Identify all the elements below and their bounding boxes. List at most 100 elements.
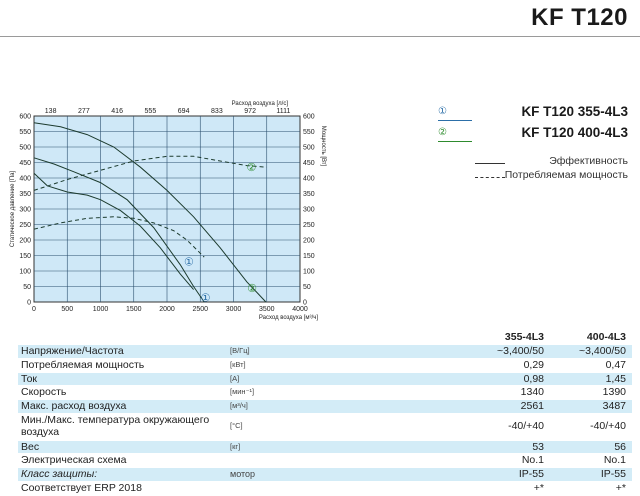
y-tick-label: 550 (19, 129, 31, 136)
spec-value-1: +* (533, 481, 544, 494)
y-tick-label: 150 (19, 253, 31, 260)
legend-solid-line (475, 163, 505, 164)
spec-label: Класс защиты: (21, 468, 98, 481)
spec-value-1: 0,98 (523, 372, 544, 385)
legend-efficiency-label: Эффективность (549, 155, 628, 167)
spec-value-1: 2561 (520, 400, 544, 413)
y-tick-label: 200 (19, 238, 31, 245)
spec-row: Соответствует ERP 2018 +* +* (18, 482, 632, 496)
spec-label: Потребляемая мощность (21, 358, 145, 371)
y-tick-label: 600 (19, 114, 31, 121)
x-tick-label: 4000 (292, 306, 308, 313)
x-tick-label: 3000 (226, 306, 242, 313)
series-marker-label: ① (184, 257, 194, 269)
series-marker-label: ① (201, 292, 211, 304)
spec-value-2: 1,45 (605, 372, 626, 385)
y-tick-label: 100 (19, 269, 31, 276)
performance-chart: 0 500 1000 1500 2000 2500 3000 3500 400005010015… (10, 101, 326, 321)
model-title: KF T120 (531, 4, 628, 31)
spec-value-1: ~3,400/50 (496, 345, 544, 357)
specs-table: 355-4L3 400-4L3 Напряжение/Частота [В/Гц… (18, 331, 632, 496)
y2-tick-label: 350 (303, 191, 315, 198)
spec-row: Потребляемая мощность [кВт] 0,29 0,47 (18, 359, 632, 373)
x-top-tick-label: 694 (178, 108, 190, 115)
x-tick-label: 3500 (259, 306, 275, 313)
series-line-pressure-1 (33, 157, 205, 303)
column-header-1: 355-4L3 (504, 331, 544, 343)
y-axis-label: Статическое давление [Па] (10, 171, 16, 248)
spec-label: Электрическая схема (21, 454, 127, 467)
x-top-tick-label: 555 (145, 108, 157, 115)
spec-value-2: +* (615, 481, 626, 494)
y-tick-label: 250 (19, 222, 31, 229)
y2-tick-label: 450 (303, 160, 315, 167)
y2-tick-label: 400 (303, 176, 315, 183)
spec-label: Соответствует ERP 2018 (21, 481, 142, 494)
spec-value-1: No.1 (521, 454, 544, 467)
y-tick-label: 450 (19, 160, 31, 167)
spec-unit: [кВт] (230, 359, 246, 369)
x-tick-label: 2000 (159, 306, 175, 313)
spec-value-1: 53 (532, 440, 544, 453)
spec-value-2: -40/+40 (590, 419, 626, 432)
series-marker-label: ② (247, 283, 257, 295)
x-top-axis-label: Расход воздуха [л/с] (232, 101, 289, 107)
spec-row: Электрическая схема No.1 No.1 (18, 454, 632, 469)
series-line-efficiency-1 (33, 172, 194, 290)
spec-label: Макс. расход воздуха (21, 400, 127, 413)
legend-series-1: KF T120 355-4L3 (521, 104, 628, 119)
legend-dashed-line (475, 177, 505, 178)
y2-tick-label: 550 (303, 129, 315, 136)
spec-unit: [мин⁻¹] (230, 387, 255, 397)
spec-value-2: 1390 (602, 386, 626, 399)
x-top-tick-label: 277 (78, 108, 90, 115)
y2-tick-label: 600 (303, 114, 315, 121)
series-line-power-1 (33, 216, 205, 258)
y2-tick-label: 0 (303, 300, 307, 307)
spec-value-1: -40/+40 (508, 419, 544, 432)
spec-row: Вес [кг] 53 56 (18, 440, 632, 455)
series-line-pressure-2 (33, 122, 267, 303)
spec-label: Мин./Макс. температура окружающего возду… (21, 413, 210, 439)
y2-tick-label: 100 (303, 269, 315, 276)
series-marker-label: ② (247, 162, 257, 174)
spec-label: Вес (21, 440, 40, 453)
x-top-tick-label: 416 (111, 108, 123, 115)
specs-header: 355-4L3 400-4L3 (18, 331, 632, 345)
y2-tick-label: 150 (303, 253, 315, 260)
spec-unit: мотор (230, 469, 256, 480)
spec-value-2: 56 (614, 440, 626, 453)
spec-row: Мин./Макс. температура окружающего возду… (18, 414, 632, 441)
x-tick-label: 1000 (93, 306, 109, 313)
spec-label: Напряжение/Частота (21, 345, 124, 357)
spec-value-2: No.1 (603, 454, 626, 467)
spec-label: Скорость (21, 386, 67, 399)
y2-tick-label: 500 (303, 145, 315, 152)
x-tick-label: 2500 (192, 306, 208, 313)
spec-value-2: IP-55 (600, 468, 626, 481)
spec-value-1: 1340 (520, 386, 544, 399)
spec-row: Макс. расход воздуха [м³/ч] 2561 3487 (18, 400, 632, 414)
legend-marker-1: ① (438, 106, 472, 121)
x-top-tick-label: 138 (45, 108, 57, 115)
legend-marker-2: ② (438, 127, 472, 142)
spec-row: Напряжение/Частота [В/Гц] ~3,400/50 ~3,4… (18, 345, 632, 359)
y-tick-label: 500 (19, 145, 31, 152)
y2-axis-label: Мощность [Вт] (320, 126, 326, 167)
x-top-tick-label: 972 (244, 108, 256, 115)
x-tick-label: 0 (32, 306, 36, 313)
y-tick-label: 400 (19, 176, 31, 183)
x-top-tick-label: 1111 (276, 108, 290, 115)
x-tick-label: 500 (61, 306, 73, 313)
y2-tick-label: 250 (303, 222, 315, 229)
spec-value-2: 3487 (602, 400, 626, 413)
y2-tick-label: 300 (303, 207, 315, 214)
spec-unit: [кг] (230, 441, 241, 451)
spec-unit: [м³/ч] (230, 401, 248, 411)
x-axis-label: Расход воздуха [м³/ч] (259, 315, 318, 321)
spec-value-1: 0,29 (523, 358, 544, 371)
x-top-tick-label: 833 (211, 108, 223, 115)
spec-value-1: IP-55 (518, 468, 544, 481)
spec-row: Класс защиты: мотор IP-55 IP-55 (18, 468, 632, 482)
y-tick-label: 350 (19, 191, 31, 198)
